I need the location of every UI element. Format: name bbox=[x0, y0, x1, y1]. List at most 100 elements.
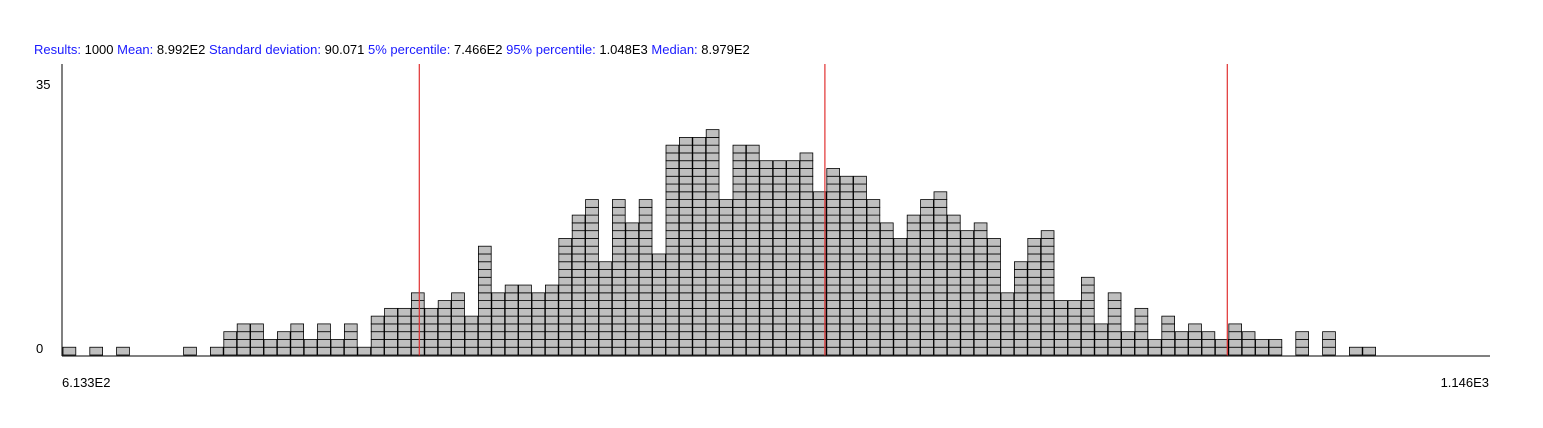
histogram-bar bbox=[973, 222, 988, 356]
histogram-cell bbox=[960, 315, 974, 325]
histogram-cell bbox=[1107, 307, 1122, 317]
histogram-cell bbox=[866, 245, 881, 255]
histogram-cell bbox=[665, 199, 680, 208]
histogram-cell bbox=[223, 339, 238, 348]
histogram-cell bbox=[705, 136, 720, 146]
histogram-cell bbox=[451, 315, 465, 325]
histogram-cell bbox=[839, 206, 854, 216]
histogram-cell bbox=[960, 292, 974, 301]
histogram-cell bbox=[518, 300, 532, 309]
histogram-cell bbox=[625, 323, 639, 333]
histogram-cell bbox=[799, 253, 814, 263]
histogram-cell bbox=[933, 284, 948, 294]
histogram-cell bbox=[665, 253, 680, 263]
histogram-cell bbox=[558, 276, 572, 286]
histogram-cell bbox=[893, 276, 907, 286]
histogram-cell bbox=[1040, 323, 1055, 333]
histogram-cell bbox=[612, 292, 626, 301]
histogram-bar bbox=[1255, 339, 1269, 356]
histogram-cell bbox=[638, 230, 653, 239]
histogram-cell bbox=[236, 339, 251, 348]
histogram-cell bbox=[826, 300, 840, 309]
histogram-cell bbox=[410, 315, 425, 325]
histogram-cell bbox=[933, 269, 948, 278]
histogram-cell bbox=[1201, 331, 1216, 340]
histogram-cell bbox=[799, 168, 814, 177]
sd-label: Standard deviation: bbox=[208, 42, 321, 57]
histogram-cell bbox=[290, 323, 304, 333]
histogram-cell bbox=[652, 315, 666, 325]
histogram-cell bbox=[598, 331, 613, 340]
histogram-cell bbox=[692, 183, 706, 193]
histogram-cell bbox=[746, 307, 760, 317]
histogram-cell bbox=[839, 315, 854, 325]
histogram-cell bbox=[839, 331, 854, 340]
histogram-cell bbox=[705, 253, 720, 263]
histogram-cell bbox=[679, 168, 693, 177]
histogram-cell bbox=[384, 315, 398, 325]
histogram-cell bbox=[813, 315, 827, 325]
histogram-cell bbox=[732, 339, 747, 348]
histogram-cell bbox=[518, 331, 532, 340]
histogram-cell bbox=[947, 253, 961, 263]
histogram-cell bbox=[960, 269, 974, 278]
histogram-cell bbox=[853, 175, 867, 185]
histogram-cell bbox=[370, 346, 385, 356]
histogram-cell bbox=[1040, 269, 1055, 278]
histogram-cell bbox=[1201, 346, 1216, 356]
histogram-cell bbox=[920, 253, 934, 263]
histogram-cell bbox=[826, 269, 840, 278]
histogram-cell bbox=[799, 191, 814, 200]
histogram-cell bbox=[786, 191, 800, 200]
histogram-cell bbox=[960, 245, 974, 255]
histogram-cell bbox=[1054, 307, 1068, 317]
histogram-cell bbox=[638, 238, 653, 247]
histogram-cell bbox=[370, 315, 385, 325]
histogram-cell bbox=[933, 214, 948, 224]
histogram-cell bbox=[692, 230, 706, 239]
histogram-bar bbox=[746, 144, 760, 356]
histogram-bar bbox=[62, 346, 77, 356]
histogram-cell bbox=[679, 230, 693, 239]
histogram-cell bbox=[451, 300, 465, 309]
histogram-cell bbox=[880, 269, 894, 278]
results-value: 1000 bbox=[84, 42, 114, 57]
histogram-cell bbox=[491, 300, 505, 309]
histogram-cell bbox=[1161, 315, 1176, 325]
histogram-cell bbox=[571, 284, 586, 294]
histogram-cell bbox=[585, 253, 599, 263]
histogram-cell bbox=[1014, 315, 1028, 325]
histogram-cell bbox=[250, 346, 264, 356]
histogram-cell bbox=[826, 222, 840, 232]
histogram-bar bbox=[370, 315, 385, 356]
histogram-bar bbox=[558, 238, 572, 356]
histogram-cell bbox=[223, 346, 238, 356]
histogram-bar bbox=[920, 199, 934, 356]
histogram-cell bbox=[973, 222, 988, 232]
histogram-cell bbox=[665, 276, 680, 286]
histogram-cell bbox=[786, 245, 800, 255]
histogram-cell bbox=[209, 346, 224, 356]
histogram-cell bbox=[692, 175, 706, 185]
histogram-cell bbox=[263, 339, 278, 348]
histogram-cell bbox=[612, 214, 626, 224]
histogram-cell bbox=[116, 346, 130, 356]
histogram-cell bbox=[893, 269, 907, 278]
histogram-cell bbox=[866, 339, 881, 348]
histogram-bar bbox=[799, 152, 814, 356]
histogram-bar bbox=[1014, 261, 1028, 356]
histogram-cell bbox=[853, 323, 867, 333]
histogram-cell bbox=[973, 284, 988, 294]
histogram-cell bbox=[612, 253, 626, 263]
histogram-cell bbox=[625, 230, 639, 239]
histogram-cell bbox=[638, 206, 653, 216]
histogram-cell bbox=[799, 199, 814, 208]
histogram-cell bbox=[906, 214, 921, 224]
histogram-cell bbox=[759, 323, 773, 333]
histogram-cell bbox=[504, 346, 519, 356]
histogram-cell bbox=[853, 191, 867, 200]
histogram-cell bbox=[705, 175, 720, 185]
histogram-cell bbox=[732, 183, 747, 193]
histogram-cell bbox=[839, 269, 854, 278]
histogram-cell bbox=[652, 307, 666, 317]
